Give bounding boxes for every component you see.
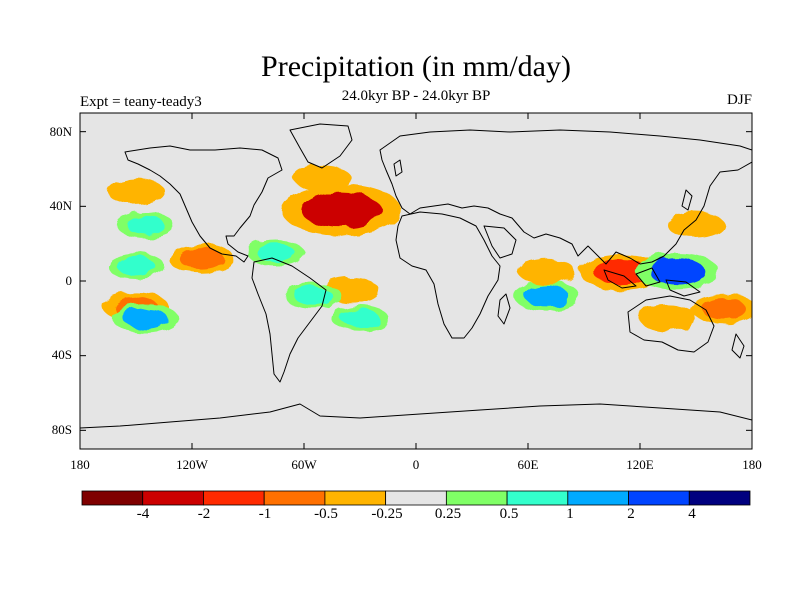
new-zealand-coast: [731, 333, 745, 359]
colorbar-swatch: [324, 490, 387, 506]
lat-label-40s: 40S: [51, 347, 72, 362]
lat-label-0: 0: [65, 273, 73, 288]
british-isles-coast: [393, 159, 403, 177]
colorbar-label: 0.25: [434, 506, 462, 522]
anomaly-region: [524, 285, 569, 307]
colorbar-label: 4: [688, 506, 696, 522]
anomaly-region: [117, 256, 155, 276]
anomaly-region: [649, 258, 706, 285]
experiment-label: Expt = teany-teady3: [80, 94, 202, 110]
colorbar: [81, 490, 751, 506]
anomaly-region: [341, 309, 379, 328]
season-label: DJF: [726, 92, 752, 108]
lon-label-60w: 60W: [291, 457, 317, 472]
colorbar-label: 0.5: [499, 506, 519, 522]
anomaly-layer: [103, 165, 752, 334]
colorbar-swatch: [142, 490, 204, 506]
antarctica-coast: [80, 403, 752, 429]
colorbar-swatch: [445, 490, 508, 506]
lon-label-120e: 120E: [626, 457, 654, 472]
colorbar-label: -4: [136, 506, 150, 522]
colorbar-swatch: [567, 490, 629, 506]
anomaly-region: [126, 215, 165, 235]
anomaly-region: [123, 307, 168, 329]
colorbar-label: -1: [258, 506, 272, 522]
colorbar-swatch: [506, 490, 569, 506]
plot-title: Precipitation (in mm/day): [261, 50, 571, 83]
japan-coast: [681, 189, 693, 211]
lon-label-0: 0: [412, 457, 420, 472]
colorbar-swatch: [203, 490, 265, 506]
colorbar-swatch: [688, 490, 751, 506]
colorbar-swatch: [385, 490, 447, 506]
indonesia-coast: [603, 267, 701, 297]
arabia-coast: [483, 225, 517, 259]
anomaly-region: [257, 243, 295, 263]
lon-label-180e: 180: [742, 457, 762, 472]
axis-ticks: [79, 113, 753, 449]
lat-label-80n: 80N: [49, 124, 72, 139]
colorbar-label: 1: [566, 506, 574, 522]
lon-label-60e: 60E: [517, 457, 539, 472]
colorbar-swatch: [81, 490, 144, 506]
lat-label-80s: 80S: [51, 422, 72, 437]
plot-subtitle: 24.0kyr BP - 24.0kyr BP: [341, 88, 491, 104]
anomaly-region: [677, 215, 715, 235]
anomaly-region: [179, 248, 224, 270]
anomaly-region: [294, 286, 333, 306]
africa-coast: [395, 211, 501, 339]
greenland-coast: [289, 123, 353, 169]
coastlines: [80, 123, 752, 429]
anomaly-region: [117, 182, 155, 201]
colorbar-label: -0.5: [314, 506, 338, 522]
anomaly-region: [649, 309, 687, 328]
south-america-coast: [251, 257, 327, 383]
australia-coast: [627, 295, 715, 353]
lat-label-40n: 40N: [49, 198, 72, 213]
anomaly-region: [303, 169, 342, 188]
anomaly-region: [702, 298, 746, 320]
madagascar-coast: [497, 293, 511, 325]
lon-label-180w: 180: [70, 457, 90, 472]
colorbar-swatch: [628, 490, 690, 506]
north-america-coast: [124, 145, 283, 263]
colorbar-label: -2: [197, 506, 211, 522]
lon-label-120w: 120W: [176, 457, 208, 472]
anomaly-region: [527, 262, 566, 281]
eurasia-coast: [379, 129, 752, 265]
colorbar-label: 2: [627, 506, 635, 522]
colorbar-swatch: [263, 490, 326, 506]
anomaly-region: [301, 192, 382, 229]
colorbar-label: -0.25: [371, 506, 403, 522]
